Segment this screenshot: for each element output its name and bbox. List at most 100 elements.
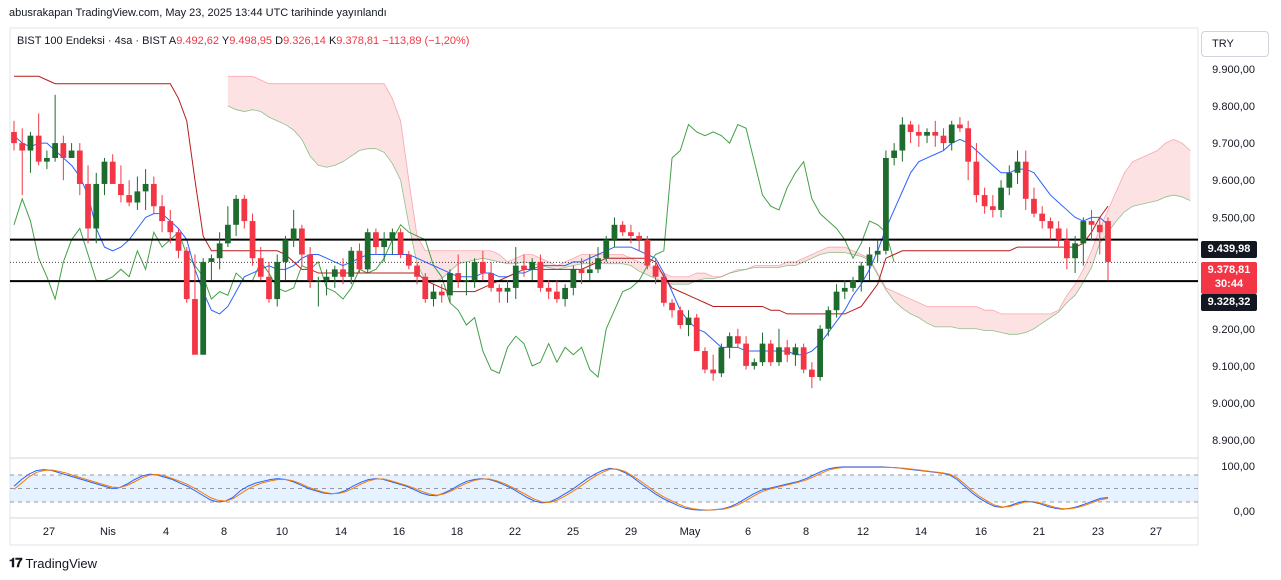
candle — [915, 124, 922, 147]
candle — [68, 143, 75, 158]
candle — [924, 128, 930, 144]
plot-border — [9, 27, 1199, 546]
price-tick-label: 9.700,00 — [1212, 138, 1255, 150]
candle-body — [628, 232, 634, 236]
candle-body — [1063, 239, 1070, 259]
candle-body — [19, 143, 26, 151]
candle — [290, 209, 297, 248]
candle — [891, 143, 898, 166]
candle-body — [1022, 161, 1029, 199]
candle — [677, 306, 684, 329]
candle — [488, 261, 494, 292]
candle — [175, 228, 182, 259]
candle-body — [726, 336, 733, 348]
symbol-name[interactable]: BIST 100 Endeksi · 4sa · BIST — [17, 35, 167, 47]
candle-body — [438, 291, 445, 296]
price-tick-label: 9.200,00 — [1212, 324, 1255, 336]
candle — [150, 176, 157, 214]
support-price-tag: 9.328,32 — [1201, 294, 1257, 311]
candle-body — [891, 150, 898, 158]
candle-body — [784, 347, 791, 355]
stochastic-tick-label: 100,00 — [1221, 461, 1255, 473]
candle-body — [924, 131, 930, 136]
candle-body — [554, 291, 560, 300]
candle — [331, 265, 338, 288]
candle — [1072, 235, 1078, 274]
time-tick-label: 8 — [803, 526, 809, 538]
candle — [134, 176, 141, 210]
time-tick-label: 16 — [975, 526, 987, 538]
candle-body — [734, 336, 741, 344]
kijun-sen-line — [14, 75, 1109, 315]
candle-body — [1105, 221, 1111, 262]
candle-body — [422, 276, 429, 300]
candle-body — [159, 206, 165, 222]
candle — [27, 131, 34, 173]
candle — [932, 120, 939, 147]
candle — [109, 154, 116, 184]
tenkan-sen-line — [13, 135, 1109, 356]
candle — [611, 217, 618, 248]
candle — [356, 243, 363, 274]
candle-body — [957, 124, 963, 129]
stochastic-pane: 100,00 0,00 — [10, 461, 1255, 518]
candle-body — [677, 310, 684, 326]
candle-body — [595, 258, 601, 270]
bar-countdown: 30:44 — [1214, 278, 1244, 290]
candle — [208, 254, 215, 281]
candle — [759, 332, 766, 366]
candle-body — [578, 269, 585, 274]
candle-body — [529, 261, 536, 270]
candle — [981, 187, 988, 214]
candle-body — [669, 302, 675, 311]
candle-body — [660, 276, 667, 303]
candle — [1022, 150, 1029, 210]
ichimoku-cloud — [227, 75, 1191, 335]
candle — [76, 143, 83, 196]
candle — [841, 280, 848, 300]
candle-body — [60, 143, 67, 158]
candle-body — [44, 157, 50, 162]
candle — [1080, 217, 1087, 266]
candle-body — [809, 369, 815, 378]
candle — [11, 120, 17, 151]
candle-body — [373, 232, 379, 248]
candle — [883, 150, 889, 255]
candle — [282, 235, 289, 281]
candle-body — [743, 343, 749, 366]
currency-button[interactable]: TRY — [1201, 31, 1269, 57]
candle-body — [652, 265, 659, 277]
candle — [562, 284, 568, 307]
candle-body — [866, 254, 873, 266]
candle — [537, 254, 544, 292]
candle-body — [718, 347, 725, 374]
candle-body — [619, 224, 626, 233]
candle-body — [430, 291, 437, 300]
tradingview-logo[interactable]: 𝟏𝟕 TradingView — [9, 555, 97, 571]
stochastic-d-line — [13, 466, 1109, 511]
candle-body — [776, 347, 782, 363]
candle-body — [257, 258, 264, 277]
candle-body — [35, 135, 42, 162]
candle-body — [101, 161, 108, 184]
candle — [1088, 209, 1095, 240]
price-axis: 9.900,00 9.800,00 9.700,00 9.600,00 9.500,00… — [1212, 64, 1255, 447]
candle-body — [759, 343, 766, 363]
candle — [874, 239, 881, 262]
candle-body — [504, 287, 511, 292]
high-label: Y — [221, 35, 230, 47]
candle — [652, 258, 659, 285]
candle-body — [710, 369, 717, 374]
candle-body — [224, 224, 231, 244]
candle-body — [134, 191, 141, 203]
candle-body — [241, 198, 248, 222]
published-by-line: abusrakapan TradingView.com, May 23, 202… — [9, 7, 387, 19]
candle — [792, 343, 799, 366]
time-tick-label: 14 — [335, 526, 347, 538]
candle — [586, 254, 593, 281]
resistance-price-tag: 9.439,98 — [1201, 241, 1257, 258]
candle — [183, 247, 190, 303]
candle-body — [907, 124, 914, 132]
time-tick-label: 25 — [567, 526, 579, 538]
